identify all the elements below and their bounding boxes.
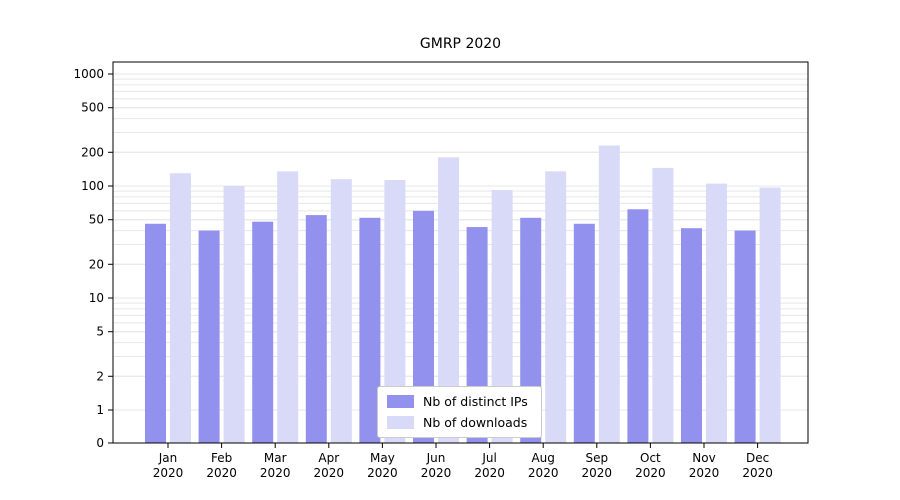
bar-ips-Dec xyxy=(734,230,756,443)
x-tick-label-month: Jan xyxy=(158,451,178,465)
bar-downloads-Aug xyxy=(545,171,567,443)
bar-ips-Jun xyxy=(413,210,434,443)
bar-downloads-Jul xyxy=(491,190,513,443)
x-tick-label-month: Aug xyxy=(531,451,554,465)
bar-ips-Feb xyxy=(198,230,220,443)
x-tick-label-year: 2020 xyxy=(528,466,559,480)
y-tick-label: 0 xyxy=(96,436,104,450)
bar-downloads-Nov xyxy=(706,183,727,443)
legend-label-distinct-ips: Nb of distinct IPs xyxy=(423,394,528,409)
x-tick-label-year: 2020 xyxy=(314,466,345,480)
y-tick-label: 500 xyxy=(81,101,104,115)
bar-ips-Oct xyxy=(627,209,649,443)
bar-ips-May xyxy=(359,217,381,443)
y-tick-label: 1000 xyxy=(73,67,104,81)
bar-ips-Jan xyxy=(145,223,166,443)
y-tick-label: 5 xyxy=(96,325,104,339)
x-tick-label-month: Dec xyxy=(746,451,769,465)
legend-label-downloads: Nb of downloads xyxy=(423,415,528,430)
bar-ips-Nov xyxy=(681,228,702,443)
bar-downloads-Jun xyxy=(438,157,459,443)
x-tick-label-year: 2020 xyxy=(635,466,666,480)
x-tick-label-year: 2020 xyxy=(206,466,237,480)
x-tick-label-month: Jun xyxy=(426,451,446,465)
bar-downloads-May xyxy=(384,180,406,443)
x-tick-label-year: 2020 xyxy=(474,466,505,480)
legend-swatch-distinct-ips xyxy=(387,395,414,408)
x-tick-label-month: Apr xyxy=(318,451,339,465)
y-tick-label: 20 xyxy=(89,257,104,271)
bar-downloads-Jan xyxy=(170,173,191,443)
x-tick-label-year: 2020 xyxy=(742,466,773,480)
bar-ips-Apr xyxy=(305,215,327,443)
bar-ips-Mar xyxy=(252,221,274,443)
x-tick-label-month: May xyxy=(370,451,395,465)
legend-item-distinct-ips: Nb of distinct IPs xyxy=(387,394,528,409)
bar-downloads-Apr xyxy=(330,179,352,443)
y-tick-label: 100 xyxy=(81,179,104,193)
x-tick-label-year: 2020 xyxy=(582,466,613,480)
x-tick-label-month: Jul xyxy=(481,451,496,465)
bar-downloads-Feb xyxy=(223,186,245,443)
legend: Nb of distinct IPs Nb of downloads xyxy=(377,386,542,438)
y-tick-label: 50 xyxy=(89,213,104,227)
y-tick-label: 1 xyxy=(96,403,104,417)
x-tick-label-month: Feb xyxy=(211,451,232,465)
y-tick-label: 200 xyxy=(81,145,104,159)
x-tick-label-year: 2020 xyxy=(689,466,720,480)
x-tick-label-year: 2020 xyxy=(260,466,291,480)
bar-downloads-Dec xyxy=(759,187,781,443)
y-tick-label: 10 xyxy=(89,291,104,305)
legend-swatch-downloads xyxy=(387,416,414,429)
x-tick-label-year: 2020 xyxy=(421,466,452,480)
bar-ips-Sep xyxy=(573,223,595,443)
chart-title: GMRP 2020 xyxy=(419,36,502,52)
x-tick-label-month: Oct xyxy=(640,451,661,465)
x-tick-label-month: Sep xyxy=(585,451,608,465)
y-tick-label: 2 xyxy=(96,369,104,383)
bar-downloads-Oct xyxy=(652,167,674,443)
bar-downloads-Sep xyxy=(598,145,620,443)
x-tick-label-month: Nov xyxy=(692,451,715,465)
x-tick-label-year: 2020 xyxy=(153,466,184,480)
legend-item-downloads: Nb of downloads xyxy=(387,415,528,430)
bar-downloads-Mar xyxy=(277,171,299,443)
x-tick-label-month: Mar xyxy=(264,451,287,465)
x-tick-label-year: 2020 xyxy=(367,466,398,480)
plot-border xyxy=(112,61,809,444)
